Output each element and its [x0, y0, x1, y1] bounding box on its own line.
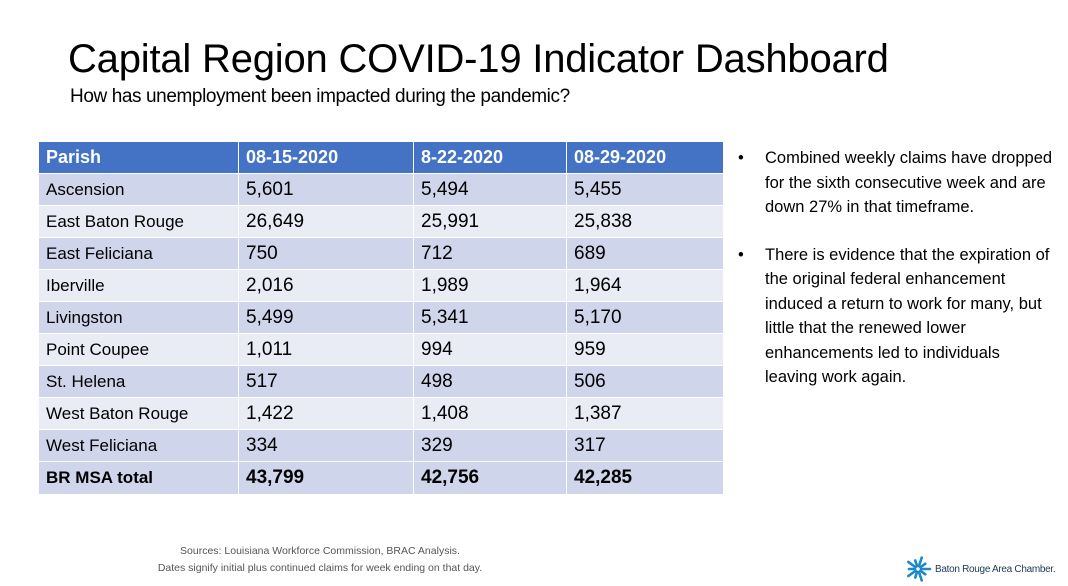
- note-text: Combined weekly claims have dropped for …: [765, 149, 1053, 216]
- claims-cell: 329: [413, 429, 567, 462]
- claims-cell: 5,601: [238, 173, 414, 206]
- claims-cell: 1,408: [413, 397, 567, 430]
- claims-cell: 1,964: [566, 269, 724, 302]
- claims-cell: 1,989: [413, 269, 567, 302]
- parish-cell: East Feliciana: [38, 237, 239, 270]
- bullet-icon: •: [738, 149, 744, 167]
- parish-cell: St. Helena: [38, 365, 239, 398]
- claims-cell: 25,991: [413, 205, 567, 238]
- page-subtitle: How has unemployment been impacted durin…: [70, 86, 570, 107]
- parish-cell: West Feliciana: [38, 429, 239, 462]
- table-row: West Baton Rouge 1,422 1,408 1,387: [38, 397, 724, 430]
- dates-note-line: Dates signify initial plus continued cla…: [157, 562, 483, 574]
- claims-cell: 689: [566, 237, 724, 270]
- parish-cell: Ascension: [38, 173, 239, 206]
- claims-cell: 959: [566, 333, 724, 366]
- note-text: There is evidence that the expiration of…: [765, 245, 1050, 387]
- claims-cell: 5,494: [413, 173, 567, 206]
- total-cell: 42,756: [413, 461, 567, 495]
- parish-cell: Point Coupee: [38, 333, 239, 366]
- table-row: Iberville 2,016 1,989 1,964: [38, 269, 724, 302]
- claims-cell: 498: [413, 365, 567, 398]
- logo-text: Baton Rouge Area Chamber.: [935, 563, 1056, 575]
- total-label-cell: BR MSA total: [38, 461, 239, 495]
- claims-cell: 1,387: [566, 397, 724, 430]
- table-header-row: Parish 08-15-2020 8-22-2020 08-29-2020: [38, 141, 724, 174]
- total-cell: 43,799: [238, 461, 414, 495]
- claims-cell: 5,341: [413, 301, 567, 334]
- starburst-icon: [906, 556, 932, 582]
- parish-cell: East Baton Rouge: [38, 205, 239, 238]
- page-title: Capital Region COVID-19 Indicator Dashbo…: [68, 37, 889, 81]
- claims-cell: 506: [566, 365, 724, 398]
- sources-line: Sources: Louisiana Workforce Commission,…: [180, 545, 460, 557]
- table-row: Livingston 5,499 5,341 5,170: [38, 301, 724, 334]
- column-header-parish: Parish: [38, 141, 239, 174]
- claims-cell: 26,649: [238, 205, 414, 238]
- notes-list: • Combined weekly claims have dropped fo…: [738, 146, 1053, 413]
- column-header-week-2: 8-22-2020: [413, 141, 567, 174]
- parish-cell: Iberville: [38, 269, 239, 302]
- claims-cell: 994: [413, 333, 567, 366]
- table-total-row: BR MSA total 43,799 42,756 42,285: [38, 461, 724, 495]
- table-row: West Feliciana 334 329 317: [38, 429, 724, 462]
- claims-cell: 2,016: [238, 269, 414, 302]
- parish-cell: Livingston: [38, 301, 239, 334]
- parish-cell: West Baton Rouge: [38, 397, 239, 430]
- sources-note: Sources: Louisiana Workforce Commission,…: [100, 543, 540, 577]
- claims-cell: 334: [238, 429, 414, 462]
- column-header-week-3: 08-29-2020: [566, 141, 724, 174]
- column-header-week-1: 08-15-2020: [238, 141, 414, 174]
- table-row: East Baton Rouge 26,649 25,991 25,838: [38, 205, 724, 238]
- table-row: East Feliciana 750 712 689: [38, 237, 724, 270]
- claims-cell: 5,499: [238, 301, 414, 334]
- table-row: St. Helena 517 498 506: [38, 365, 724, 398]
- claims-cell: 712: [413, 237, 567, 270]
- table-row: Ascension 5,601 5,494 5,455: [38, 173, 724, 206]
- claims-cell: 25,838: [566, 205, 724, 238]
- claims-cell: 317: [566, 429, 724, 462]
- total-cell: 42,285: [566, 461, 724, 495]
- claims-cell: 5,170: [566, 301, 724, 334]
- claims-cell: 517: [238, 365, 414, 398]
- claims-table: Parish 08-15-2020 8-22-2020 08-29-2020 A…: [38, 141, 724, 495]
- bullet-icon: •: [738, 245, 744, 264]
- claims-cell: 750: [238, 237, 414, 270]
- claims-cell: 1,422: [238, 397, 414, 430]
- table-row: Point Coupee 1,011 994 959: [38, 333, 724, 366]
- claims-cell: 5,455: [566, 173, 724, 206]
- list-item: • There is evidence that the expiration …: [738, 243, 1053, 390]
- chamber-logo: Baton Rouge Area Chamber.: [904, 556, 1056, 582]
- claims-cell: 1,011: [238, 333, 414, 366]
- list-item: • Combined weekly claims have dropped fo…: [738, 146, 1053, 220]
